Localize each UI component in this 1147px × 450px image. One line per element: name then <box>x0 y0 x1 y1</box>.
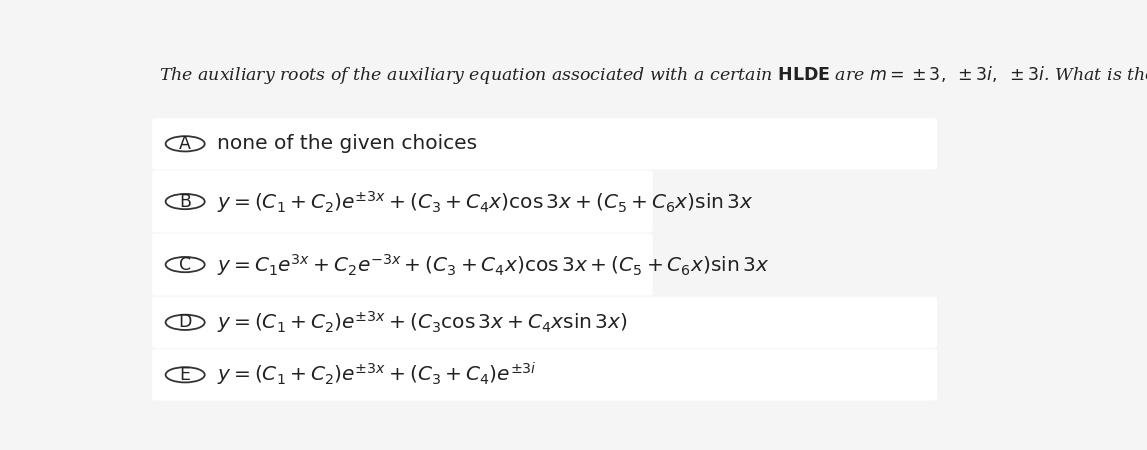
Text: $y=(C_1+C_2)e^{\pm 3x}+(C_3\cos 3x+C_4 x\sin 3x)$: $y=(C_1+C_2)e^{\pm 3x}+(C_3\cos 3x+C_4 x… <box>217 310 627 335</box>
Circle shape <box>165 367 204 382</box>
Circle shape <box>165 315 204 330</box>
Circle shape <box>165 136 204 152</box>
Text: C: C <box>179 256 192 274</box>
Text: B: B <box>179 193 192 211</box>
Text: The auxiliary roots of the auxiliary equation associated with a certain $\mathbf: The auxiliary roots of the auxiliary equ… <box>159 64 1147 86</box>
Text: E: E <box>180 366 190 384</box>
Text: D: D <box>179 313 192 331</box>
Text: $y=C_1 e^{3x}+C_2 e^{-3x}+(C_3+C_4 x)\cos 3x+(C_5+C_6 x)\sin 3x$: $y=C_1 e^{3x}+C_2 e^{-3x}+(C_3+C_4 x)\co… <box>217 252 770 278</box>
FancyBboxPatch shape <box>153 297 937 348</box>
Circle shape <box>165 194 204 209</box>
Text: A: A <box>179 135 192 153</box>
FancyBboxPatch shape <box>153 118 937 170</box>
FancyBboxPatch shape <box>153 234 653 296</box>
Circle shape <box>165 257 204 272</box>
FancyBboxPatch shape <box>153 349 937 400</box>
Text: $y=(C_1+C_2)e^{\pm 3x}+(C_3+C_4)e^{\pm 3i}$: $y=(C_1+C_2)e^{\pm 3x}+(C_3+C_4)e^{\pm 3… <box>217 361 537 388</box>
Text: $y=(C_1+C_2)e^{\pm 3x}+(C_3+C_4 x)\cos 3x+(C_5+C_6 x)\sin 3x$: $y=(C_1+C_2)e^{\pm 3x}+(C_3+C_4 x)\cos 3… <box>217 189 754 215</box>
FancyBboxPatch shape <box>153 171 653 233</box>
Text: none of the given choices: none of the given choices <box>217 134 477 153</box>
